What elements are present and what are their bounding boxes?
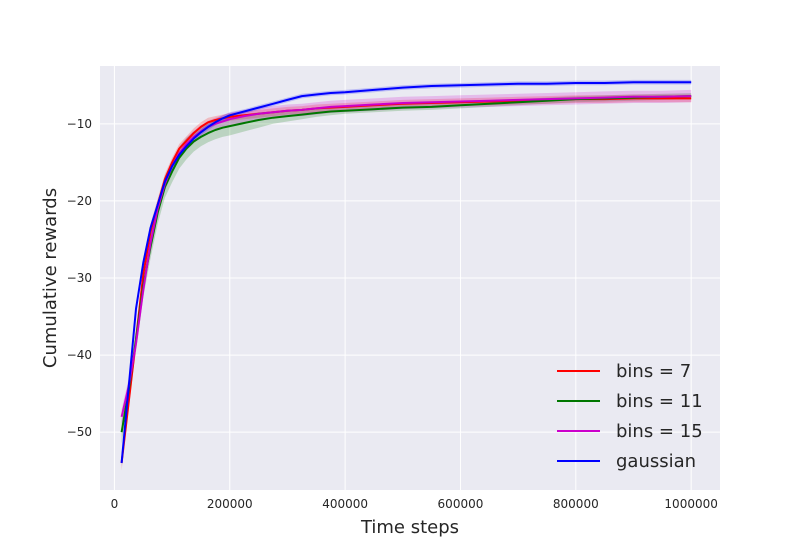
- y-axis-label: Cumulative rewards: [40, 188, 61, 368]
- series-line-3: [120, 81, 692, 464]
- y-tick-labels: −50 −40 −30 −20 −10: [67, 117, 92, 439]
- x-tick-label: 600000: [438, 497, 484, 511]
- x-tick-label: 0: [111, 497, 119, 511]
- x-tick-labels: 0 200000 400000 600000 800000 1000000: [111, 497, 718, 511]
- legend-label: gaussian: [616, 451, 696, 472]
- legend-label: bins = 15: [616, 421, 703, 442]
- x-axis-label: Time steps: [360, 517, 459, 538]
- legend-label: bins = 11: [616, 391, 703, 412]
- y-gridlines: [100, 123, 720, 433]
- x-tick-label: 400000: [322, 497, 368, 511]
- y-tick-label: −20: [67, 194, 92, 208]
- x-tick-label: 200000: [207, 497, 253, 511]
- series-lines: [120, 81, 692, 464]
- y-tick-label: −40: [67, 348, 92, 362]
- legend: bins = 7 bins = 11 bins = 15 gaussian: [557, 361, 703, 472]
- y-tick-label: −50: [67, 425, 92, 439]
- x-tick-label: 1000000: [664, 497, 717, 511]
- x-tick-label: 800000: [553, 497, 599, 511]
- y-tick-label: −10: [67, 117, 92, 131]
- y-tick-label: −30: [67, 271, 92, 285]
- legend-label: bins = 7: [616, 361, 691, 382]
